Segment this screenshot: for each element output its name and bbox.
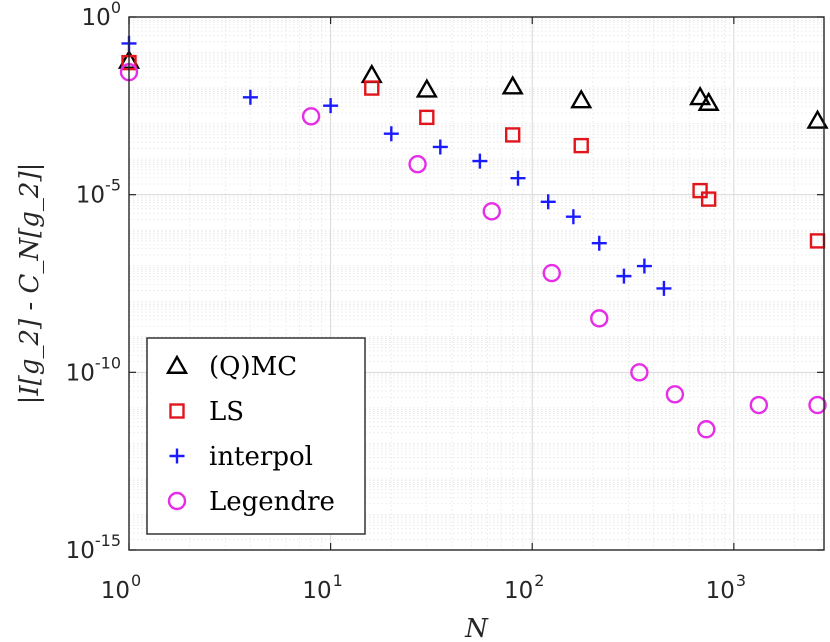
data-point-plus xyxy=(656,280,672,296)
data-point-plus xyxy=(591,235,607,251)
data-point-circle xyxy=(665,385,685,404)
data-point-triangle xyxy=(501,75,524,95)
series-ls xyxy=(121,54,826,249)
y-tick-label: 100 xyxy=(82,0,121,31)
data-point-circle xyxy=(482,202,501,221)
legend-item: (Q)MC xyxy=(165,352,297,382)
y-axis-label: |I[g_2] - C_N[g_2]| xyxy=(15,163,45,405)
data-point-circle xyxy=(301,107,321,126)
legend-label: LS xyxy=(209,397,244,427)
data-point-plus xyxy=(383,126,399,142)
data-point-triangle xyxy=(689,85,712,106)
legend-marker-circle xyxy=(167,491,187,511)
legend-label: interpol xyxy=(209,442,313,472)
data-point-plus xyxy=(616,268,632,284)
data-point-square xyxy=(573,137,589,154)
data-point-plus xyxy=(432,139,448,155)
data-point-square xyxy=(700,191,717,207)
data-point-circle xyxy=(697,420,716,439)
legend-marker-square xyxy=(169,403,185,419)
axis-labels: N |I[g_2] - C_N[g_2]| xyxy=(15,163,489,642)
data-point-plus xyxy=(323,98,339,114)
data-point-plus xyxy=(540,194,556,210)
legend-label: (Q)MC xyxy=(209,352,297,382)
data-point-plus xyxy=(510,170,526,186)
data-point-plus xyxy=(472,153,488,169)
series-interpol xyxy=(121,35,672,296)
data-point-circle xyxy=(749,395,769,415)
legend-marker-triangle xyxy=(165,354,189,374)
y-tick-label: 10-15 xyxy=(66,531,121,564)
data-point-circle xyxy=(630,363,649,382)
legend-item: Legendre xyxy=(167,487,335,517)
data-point-square xyxy=(692,182,708,199)
legend-label: Legendre xyxy=(209,487,335,517)
legend-marker-plus xyxy=(169,448,185,464)
legend-item: LS xyxy=(169,397,244,427)
data-point-triangle xyxy=(806,109,829,129)
data-point-circle xyxy=(542,263,561,283)
legend: (Q)MC LS interpol Legendre xyxy=(146,337,366,535)
data-point-plus xyxy=(565,209,581,225)
data-point-square xyxy=(419,109,435,126)
y-tick-label: 10-5 xyxy=(76,176,121,209)
x-axis-label: N xyxy=(464,614,489,642)
data-point-plus xyxy=(636,258,652,274)
data-point-circle xyxy=(590,309,609,328)
data-point-square xyxy=(364,80,380,96)
data-point-triangle xyxy=(570,88,593,109)
data-point-triangle xyxy=(697,91,720,111)
data-point-triangle xyxy=(415,78,438,98)
y-tick-label: 10-10 xyxy=(66,353,121,386)
data-point-circle xyxy=(408,155,427,174)
data-point-square xyxy=(504,127,521,143)
legend-item: interpol xyxy=(169,442,313,472)
legend-box xyxy=(146,337,366,535)
plot-frame xyxy=(128,16,825,551)
data-point-circle xyxy=(808,395,827,415)
data-point-plus xyxy=(242,89,258,105)
